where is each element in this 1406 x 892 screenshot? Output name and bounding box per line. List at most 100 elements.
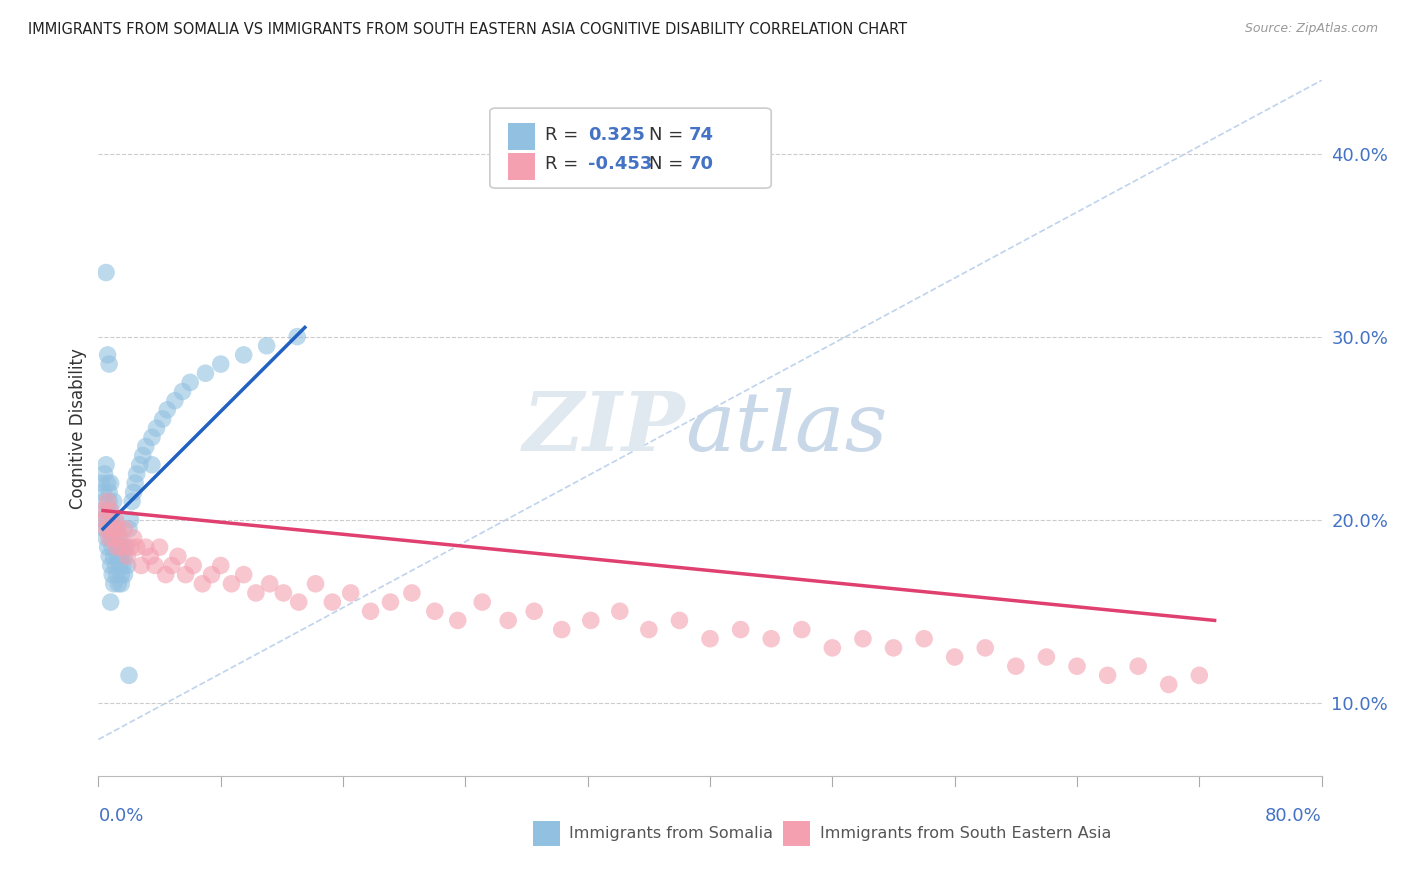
- Point: [98, 494, 121, 508]
- Point: [160, 558, 183, 573]
- Point: [174, 567, 197, 582]
- Point: [91, 503, 114, 517]
- Point: [90, 476, 112, 491]
- Point: [135, 440, 157, 454]
- Point: [105, 567, 128, 582]
- Point: [232, 348, 254, 362]
- Text: ZIP: ZIP: [523, 388, 686, 468]
- Point: [112, 549, 135, 564]
- Text: atlas: atlas: [686, 388, 889, 468]
- Point: [447, 614, 470, 628]
- Point: [129, 558, 152, 573]
- FancyBboxPatch shape: [489, 108, 772, 188]
- Point: [209, 357, 232, 371]
- Point: [98, 357, 121, 371]
- Point: [117, 549, 139, 564]
- Point: [637, 623, 661, 637]
- Point: [668, 614, 690, 628]
- Point: [321, 595, 343, 609]
- Point: [93, 513, 115, 527]
- Point: [579, 614, 602, 628]
- Point: [125, 467, 148, 481]
- Point: [179, 376, 201, 390]
- Text: IMMIGRANTS FROM SOMALIA VS IMMIGRANTS FROM SOUTH EASTERN ASIA COGNITIVE DISABILI: IMMIGRANTS FROM SOMALIA VS IMMIGRANTS FR…: [28, 22, 907, 37]
- Point: [101, 522, 124, 536]
- Point: [91, 485, 114, 500]
- Point: [730, 623, 752, 637]
- Point: [103, 494, 125, 508]
- Point: [496, 614, 519, 628]
- Point: [104, 513, 127, 527]
- Point: [156, 402, 179, 417]
- Point: [339, 586, 361, 600]
- Point: [143, 558, 166, 573]
- Text: 70: 70: [689, 155, 714, 173]
- Text: -0.453: -0.453: [588, 155, 652, 173]
- Point: [245, 586, 267, 600]
- Point: [912, 632, 935, 646]
- Point: [100, 558, 122, 573]
- Point: [112, 522, 135, 536]
- Point: [135, 540, 157, 554]
- Point: [200, 567, 222, 582]
- Point: [1097, 668, 1119, 682]
- Point: [103, 522, 125, 536]
- Point: [120, 513, 142, 527]
- Point: [120, 540, 142, 554]
- Point: [167, 549, 190, 564]
- Point: [943, 650, 966, 665]
- Point: [97, 494, 120, 508]
- Bar: [783, 821, 810, 846]
- Point: [93, 522, 115, 536]
- Point: [101, 540, 124, 554]
- Text: R =: R =: [546, 155, 578, 173]
- Point: [94, 266, 117, 280]
- Point: [97, 513, 120, 527]
- Point: [145, 421, 167, 435]
- Point: [155, 567, 177, 582]
- Text: N =: N =: [648, 155, 683, 173]
- Point: [1128, 659, 1150, 673]
- Point: [100, 503, 122, 517]
- Point: [259, 576, 281, 591]
- Point: [152, 412, 174, 426]
- Point: [699, 632, 721, 646]
- Point: [1188, 668, 1211, 682]
- Point: [124, 476, 146, 491]
- Point: [98, 522, 121, 536]
- Point: [790, 623, 813, 637]
- Point: [103, 576, 125, 591]
- Point: [122, 485, 145, 500]
- Point: [471, 595, 494, 609]
- Point: [1035, 650, 1057, 665]
- Point: [108, 531, 131, 545]
- Point: [107, 549, 129, 564]
- Point: [104, 513, 127, 527]
- Point: [100, 476, 122, 491]
- Text: 80.0%: 80.0%: [1265, 807, 1322, 825]
- Point: [1157, 677, 1180, 691]
- Point: [609, 604, 631, 618]
- Text: Immigrants from South Eastern Asia: Immigrants from South Eastern Asia: [820, 826, 1112, 840]
- Point: [181, 558, 204, 573]
- Point: [111, 540, 134, 554]
- Point: [97, 348, 120, 362]
- Point: [974, 640, 997, 655]
- Point: [100, 595, 122, 609]
- Point: [104, 531, 127, 545]
- Point: [1066, 659, 1088, 673]
- Point: [232, 567, 254, 582]
- Point: [118, 668, 141, 682]
- Point: [91, 513, 114, 527]
- Point: [141, 458, 163, 472]
- Point: [93, 494, 115, 508]
- Point: [423, 604, 446, 618]
- Point: [104, 558, 127, 573]
- Point: [98, 531, 121, 545]
- Point: [191, 576, 214, 591]
- Point: [285, 329, 308, 343]
- Point: [105, 522, 128, 536]
- Point: [118, 522, 141, 536]
- Point: [380, 595, 402, 609]
- Point: [94, 531, 117, 545]
